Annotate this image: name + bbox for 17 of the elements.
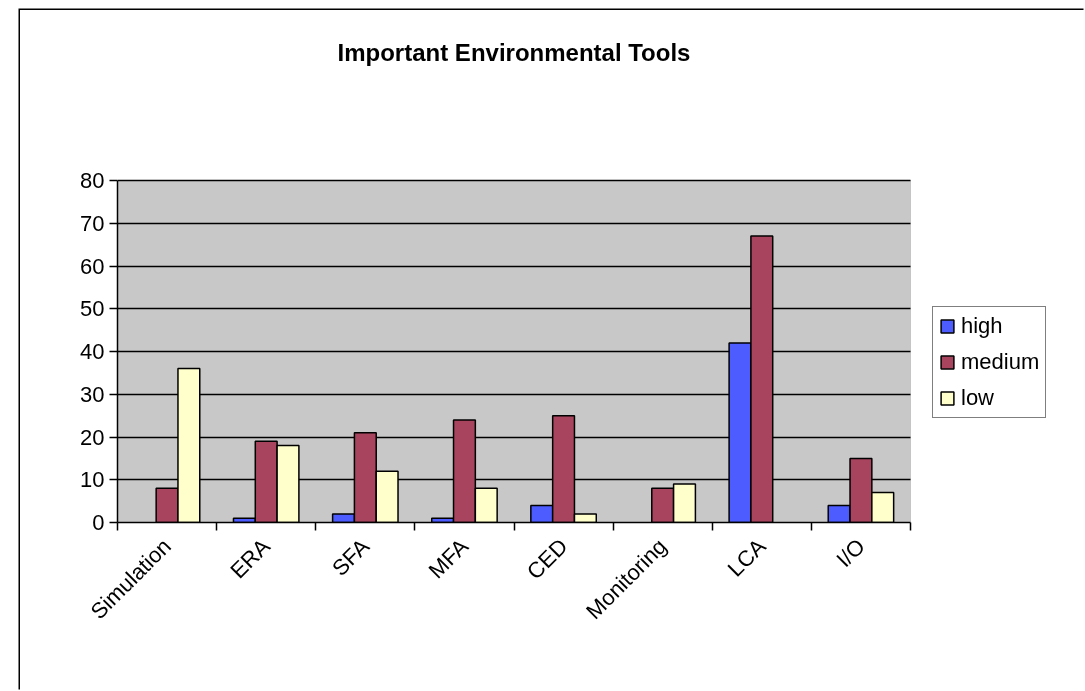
- y-tick-label: 10: [80, 467, 105, 493]
- y-tick-label: 70: [80, 210, 105, 236]
- y-tick-label: 40: [80, 339, 105, 364]
- x-tick-label: SFA: [327, 533, 375, 581]
- y-tick-label: 60: [80, 253, 105, 279]
- y-tick-label: 0: [92, 510, 105, 535]
- y-tick-label: 50: [80, 296, 105, 322]
- legend-label: low: [961, 385, 995, 411]
- y-tick-label: 30: [80, 381, 105, 407]
- y-tick-label: 80: [80, 168, 105, 193]
- x-tick-label: I/O: [831, 533, 870, 573]
- y-tick-label: 20: [80, 424, 105, 450]
- x-tick-label: LCA: [722, 533, 771, 582]
- legend-label: high: [961, 313, 1003, 339]
- legend-label: medium: [961, 349, 1040, 375]
- x-tick-label: MFA: [423, 533, 474, 584]
- chart-title: Important Environmental Tools: [337, 39, 691, 66]
